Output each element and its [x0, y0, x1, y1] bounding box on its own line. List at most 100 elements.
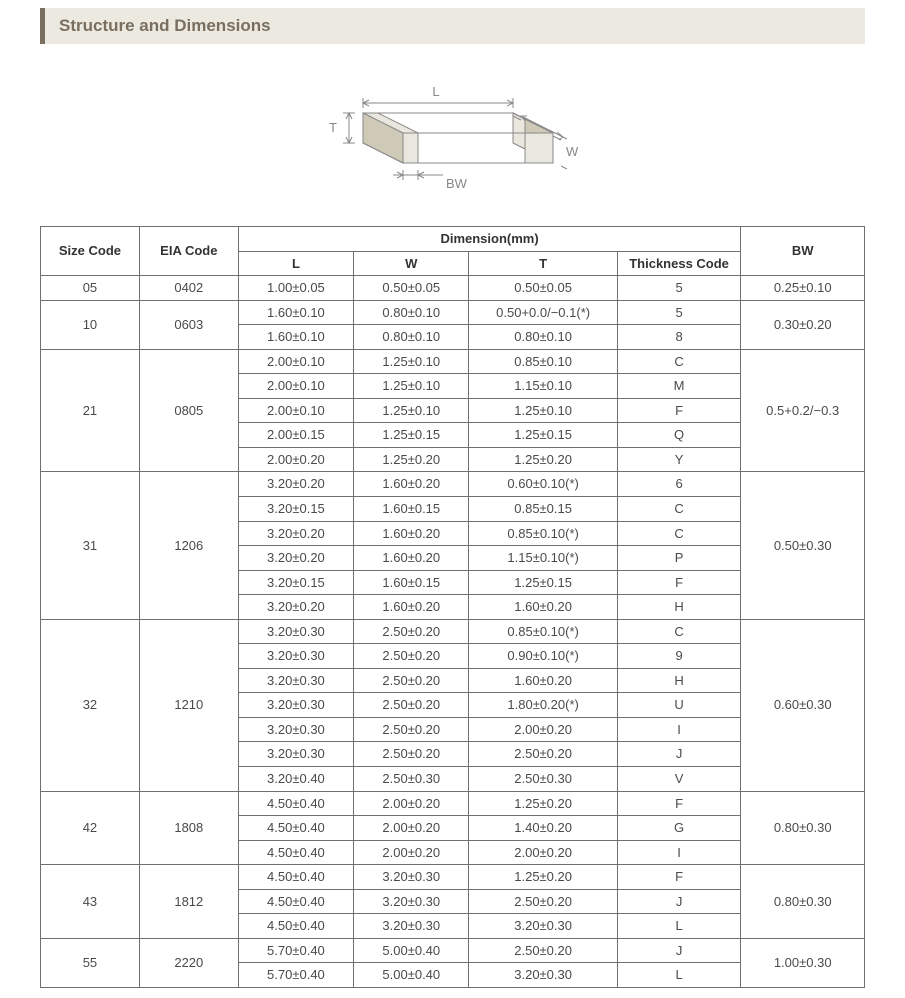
cell-L: 4.50±0.40 — [238, 865, 353, 890]
th-L: L — [238, 251, 353, 276]
cell-eia-code: 1808 — [139, 791, 238, 865]
cell-T: 0.50±0.05 — [469, 276, 617, 301]
cell-size-code: 32 — [41, 619, 140, 791]
cell-tc: Y — [617, 447, 741, 472]
cell-W: 5.00±0.40 — [354, 963, 469, 988]
cell-L: 5.70±0.40 — [238, 938, 353, 963]
cell-eia-code: 2220 — [139, 938, 238, 987]
cell-L: 3.20±0.30 — [238, 742, 353, 767]
section-title: Structure and Dimensions — [59, 16, 851, 36]
cell-tc: F — [617, 791, 741, 816]
cell-T: 2.00±0.20 — [469, 840, 617, 865]
cell-T: 0.85±0.10(*) — [469, 521, 617, 546]
cell-T: 1.25±0.10 — [469, 398, 617, 423]
cell-T: 3.20±0.30 — [469, 914, 617, 939]
th-T: T — [469, 251, 617, 276]
cell-tc: C — [617, 349, 741, 374]
cell-T: 2.50±0.20 — [469, 938, 617, 963]
cell-T: 0.60±0.10(*) — [469, 472, 617, 497]
cell-eia-code: 1206 — [139, 472, 238, 619]
cell-tc: 9 — [617, 644, 741, 669]
cell-L: 3.20±0.30 — [238, 668, 353, 693]
th-thickness-code: Thickness Code — [617, 251, 741, 276]
cell-tc: C — [617, 521, 741, 546]
cell-tc: M — [617, 374, 741, 399]
cell-T: 1.25±0.20 — [469, 447, 617, 472]
cell-eia-code: 1812 — [139, 865, 238, 939]
cell-size-code: 55 — [41, 938, 140, 987]
cell-W: 2.50±0.20 — [354, 619, 469, 644]
cell-W: 1.25±0.15 — [354, 423, 469, 448]
cell-L: 4.50±0.40 — [238, 914, 353, 939]
cell-size-code: 10 — [41, 300, 140, 349]
cell-L: 4.50±0.40 — [238, 816, 353, 841]
cell-tc: V — [617, 767, 741, 792]
cell-size-code: 21 — [41, 349, 140, 472]
cell-W: 0.50±0.05 — [354, 276, 469, 301]
cell-W: 2.50±0.20 — [354, 693, 469, 718]
cell-L: 3.20±0.15 — [238, 497, 353, 522]
dimensions-table: Size Code EIA Code Dimension(mm) BW L W … — [40, 226, 865, 988]
cell-tc: L — [617, 914, 741, 939]
cell-bw: 1.00±0.30 — [741, 938, 865, 987]
cell-bw: 0.50±0.30 — [741, 472, 865, 619]
cell-W: 1.25±0.10 — [354, 374, 469, 399]
cell-W: 2.50±0.20 — [354, 742, 469, 767]
cell-tc: F — [617, 570, 741, 595]
cell-tc: I — [617, 840, 741, 865]
cell-T: 0.90±0.10(*) — [469, 644, 617, 669]
cell-T: 1.80±0.20(*) — [469, 693, 617, 718]
cell-L: 3.20±0.20 — [238, 546, 353, 571]
cell-T: 1.25±0.15 — [469, 570, 617, 595]
cell-W: 1.25±0.20 — [354, 447, 469, 472]
cell-W: 1.25±0.10 — [354, 349, 469, 374]
cell-tc: J — [617, 938, 741, 963]
cell-L: 2.00±0.10 — [238, 398, 353, 423]
cell-tc: J — [617, 889, 741, 914]
cell-T: 3.20±0.30 — [469, 963, 617, 988]
cell-bw: 0.80±0.30 — [741, 865, 865, 939]
table-row: 4218084.50±0.402.00±0.201.25±0.20F0.80±0… — [41, 791, 865, 816]
cell-T: 1.15±0.10(*) — [469, 546, 617, 571]
cell-size-code: 42 — [41, 791, 140, 865]
cell-bw: 0.30±0.20 — [741, 300, 865, 349]
cell-L: 1.60±0.10 — [238, 300, 353, 325]
cell-W: 1.25±0.10 — [354, 398, 469, 423]
cell-L: 1.00±0.05 — [238, 276, 353, 301]
cell-W: 1.60±0.20 — [354, 595, 469, 620]
cell-size-code: 05 — [41, 276, 140, 301]
table-row: 3212103.20±0.302.50±0.200.85±0.10(*)C0.6… — [41, 619, 865, 644]
cell-W: 2.00±0.20 — [354, 791, 469, 816]
cell-W: 1.60±0.15 — [354, 570, 469, 595]
cell-T: 0.85±0.15 — [469, 497, 617, 522]
cell-T: 2.50±0.30 — [469, 767, 617, 792]
cell-W: 2.50±0.20 — [354, 717, 469, 742]
cell-T: 1.60±0.20 — [469, 668, 617, 693]
cell-tc: 8 — [617, 325, 741, 350]
cell-L: 2.00±0.10 — [238, 374, 353, 399]
cell-T: 2.00±0.20 — [469, 717, 617, 742]
table-body: 0504021.00±0.050.50±0.050.50±0.0550.25±0… — [41, 276, 865, 988]
cell-L: 3.20±0.20 — [238, 472, 353, 497]
cell-W: 3.20±0.30 — [354, 889, 469, 914]
cell-tc: C — [617, 619, 741, 644]
th-bw: BW — [741, 227, 865, 276]
cell-W: 2.00±0.20 — [354, 840, 469, 865]
cell-T: 1.60±0.20 — [469, 595, 617, 620]
cell-W: 2.50±0.30 — [354, 767, 469, 792]
cell-L: 4.50±0.40 — [238, 791, 353, 816]
dimension-diagram: L W T BW — [0, 58, 905, 208]
th-W: W — [354, 251, 469, 276]
cell-L: 4.50±0.40 — [238, 889, 353, 914]
section-header: Structure and Dimensions — [40, 8, 865, 44]
cell-T: 1.25±0.15 — [469, 423, 617, 448]
cell-L: 2.00±0.20 — [238, 447, 353, 472]
cell-tc: P — [617, 546, 741, 571]
cell-tc: 5 — [617, 300, 741, 325]
label-BW: BW — [446, 176, 468, 191]
cell-tc: U — [617, 693, 741, 718]
cell-T: 2.50±0.20 — [469, 742, 617, 767]
cell-T: 1.25±0.20 — [469, 791, 617, 816]
cell-W: 0.80±0.10 — [354, 300, 469, 325]
cell-W: 1.60±0.15 — [354, 497, 469, 522]
